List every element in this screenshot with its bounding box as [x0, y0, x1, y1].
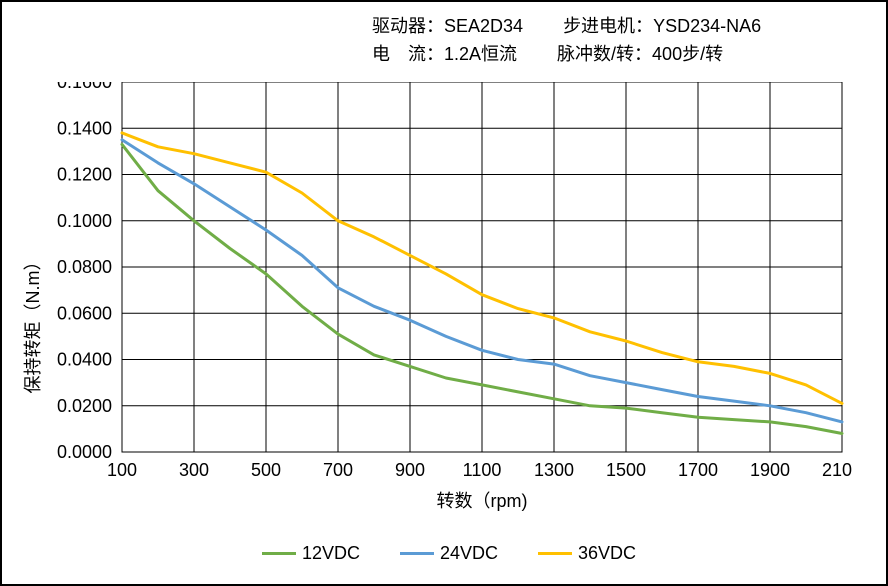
y-axis-label: 保持转矩（N.m）: [19, 253, 45, 394]
x-tick-label: 1500: [606, 460, 646, 480]
driver-spec: 驱动器：SEA2D34: [372, 12, 523, 40]
y-tick-label: 0.1000: [57, 211, 112, 231]
driver-label: 驱动器：: [372, 16, 444, 36]
legend-item-36VDC: 36VDC: [538, 543, 636, 564]
chart-frame: 驱动器：SEA2D34 步进电机：YSD234-NA6 电 流：1.2A恒流 脉…: [0, 0, 888, 586]
legend-label: 24VDC: [440, 543, 498, 564]
pulse-value: 400步/转: [652, 44, 723, 64]
pulse-label: 脉冲数/转：: [557, 44, 652, 64]
y-tick-label: 0.0800: [57, 257, 112, 277]
line-chart: 0.0000 0.0200 0.0400 0.0600 0.0800 0.1000 0.12…: [32, 82, 852, 552]
legend-swatch: [538, 552, 572, 555]
y-tick-label: 0.1400: [57, 118, 112, 138]
y-tick-label: 0.0000: [57, 442, 112, 462]
header-block: 驱动器：SEA2D34 步进电机：YSD234-NA6 电 流：1.2A恒流 脉…: [372, 12, 866, 68]
x-tick-label: 1300: [534, 460, 574, 480]
x-tick-label: 300: [179, 460, 209, 480]
motor-spec: 步进电机：YSD234-NA6: [563, 12, 761, 40]
x-tick-label: 1100: [463, 460, 502, 480]
legend-label: 36VDC: [578, 543, 636, 564]
x-tick-label: 700: [323, 460, 353, 480]
current-value: 1.2A恒流: [444, 44, 517, 64]
current-spec: 电 流：1.2A恒流: [372, 40, 517, 68]
x-tick-label: 1900: [750, 460, 790, 480]
pulse-spec: 脉冲数/转：400步/转: [557, 40, 723, 68]
legend-item-12VDC: 12VDC: [262, 543, 360, 564]
legend: 12VDC 24VDC 36VDC: [32, 543, 866, 564]
y-tick-label: 0.1600: [57, 82, 112, 92]
legend-label: 12VDC: [302, 543, 360, 564]
legend-item-24VDC: 24VDC: [400, 543, 498, 564]
x-tick-label: 100: [107, 460, 137, 480]
chart-area: 保持转矩（N.m） 0.00000.02000.04000.06000.0800…: [32, 82, 866, 564]
y-tick-label: 0.0600: [57, 303, 112, 323]
x-tick-label: 2100: [822, 460, 852, 480]
x-axis-label: 转数（rpm): [437, 491, 528, 511]
y-tick-label: 0.0400: [57, 350, 112, 370]
driver-value: SEA2D34: [444, 16, 523, 36]
current-label: 电 流：: [372, 44, 444, 64]
motor-label: 步进电机：: [563, 16, 653, 36]
x-tick-label: 500: [251, 460, 281, 480]
y-tick-label: 0.0200: [57, 396, 112, 416]
y-tick-label: 0.1200: [57, 165, 112, 185]
x-tick-label: 1700: [678, 460, 718, 480]
legend-swatch: [262, 552, 296, 555]
legend-swatch: [400, 552, 434, 555]
motor-value: YSD234-NA6: [653, 16, 761, 36]
x-tick-label: 900: [395, 460, 425, 480]
